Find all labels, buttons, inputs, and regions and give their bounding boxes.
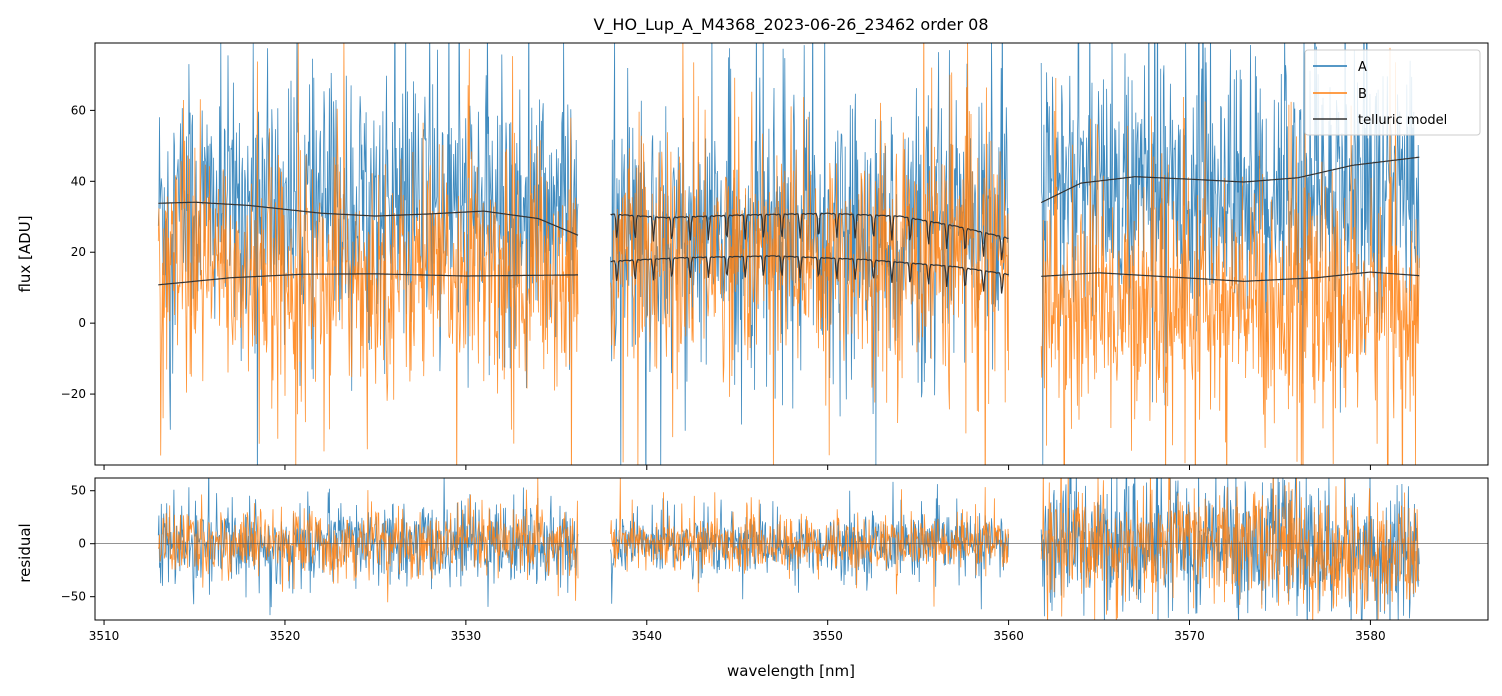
flux-y-tick-label: 40 [71, 174, 86, 188]
series-a-segment-3 [1040, 43, 1420, 465]
residual-x-tick-label: 3540 [631, 629, 662, 643]
residual-a-segment-2 [610, 481, 1009, 610]
legend-box [1304, 49, 1481, 136]
flux-axes-frame [94, 42, 1489, 466]
flux-panel: −20 0 20 40 60 flux [ADU] A B telluric model [16, 42, 1489, 470]
flux-plot-area [157, 43, 1420, 465]
residual-y-axis-label: residual [16, 523, 34, 582]
series-b-segment-2 [610, 43, 1009, 465]
residual-x-tick-label: 3520 [270, 629, 301, 643]
series-b-segment-3 [1040, 47, 1420, 465]
residual-x-tick-label: 3550 [812, 629, 843, 643]
residual-plot-area [95, 478, 1488, 620]
telluric-model-upper-segment-1 [158, 201, 579, 236]
residual-b-segment-2 [610, 478, 1009, 607]
flux-y-ticks: −20 0 20 40 60 [61, 103, 95, 401]
flux-y-axis-label: flux [ADU] [16, 215, 34, 292]
flux-y-tick-label: 0 [78, 316, 86, 330]
residual-y-tick-label: −50 [61, 590, 86, 604]
flux-x-ticks [103, 465, 1371, 470]
residual-x-tick-label: 3530 [451, 629, 482, 643]
telluric-model-lower-segment-3 [1041, 271, 1420, 282]
residual-x-tick-label: 3510 [89, 629, 120, 643]
residual-x-ticks: 3510 3520 3530 3540 3550 3560 3570 3580 [89, 620, 1386, 643]
flux-y-tick-label: 60 [71, 103, 86, 117]
residual-y-tick-label: 50 [71, 484, 86, 498]
legend-label-a: A [1358, 60, 1367, 75]
legend: A B telluric model [1304, 49, 1481, 136]
residual-b-segment-1 [157, 478, 579, 603]
series-b-segment-1 [157, 43, 579, 465]
x-axis-label: wavelength [nm] [727, 662, 855, 680]
legend-label-b: B [1358, 87, 1367, 102]
telluric-model-lower-segment-1 [158, 273, 578, 286]
residual-x-tick-label: 3580 [1355, 629, 1386, 643]
residual-x-tick-label: 3570 [1174, 629, 1205, 643]
residual-y-ticks: −50 0 50 [61, 484, 95, 604]
telluric-model-upper-segment-3 [1040, 156, 1420, 204]
residual-a-segment-3 [1040, 478, 1420, 620]
flux-y-tick-label: 20 [71, 245, 86, 259]
residual-b-segment-3 [1040, 478, 1420, 620]
chart-title: V_HO_Lup_A_M4368_2023-06-26_23462 order … [593, 15, 988, 35]
residual-x-tick-label: 3560 [993, 629, 1024, 643]
telluric-model-upper-segment-2 [610, 212, 1009, 261]
residual-axes-frame [94, 477, 1489, 621]
flux-y-tick-label: −20 [61, 387, 86, 401]
legend-label-telluric: telluric model [1358, 113, 1447, 128]
residual-y-tick-label: 0 [78, 537, 86, 551]
telluric-model-lower-segment-2 [610, 255, 1009, 294]
